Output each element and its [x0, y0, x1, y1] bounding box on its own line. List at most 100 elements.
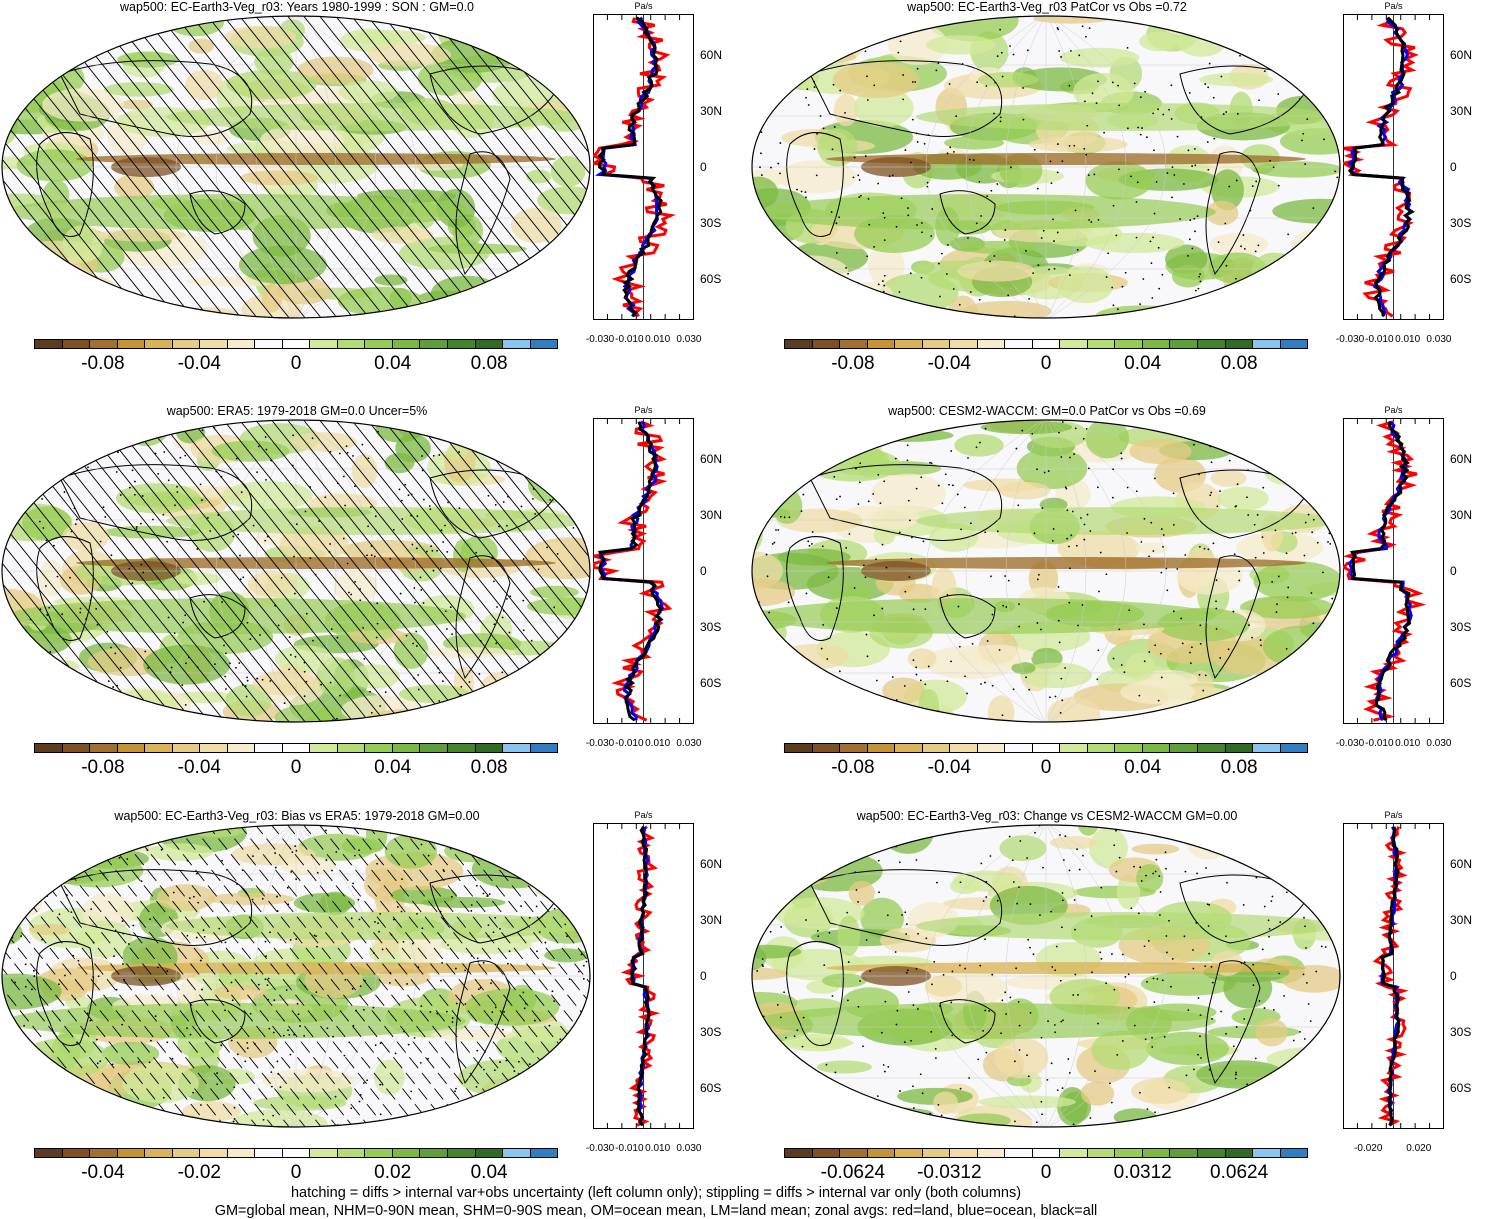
- colorbar-swatch: [1032, 1149, 1061, 1157]
- colorbar-swatch: [1115, 1149, 1143, 1157]
- colorbar-swatch: [1253, 1149, 1281, 1157]
- colorbar-swatch: [200, 1149, 228, 1157]
- colorbar-swatch: [1280, 1149, 1308, 1157]
- latitude-tick-label: 30N: [1450, 104, 1473, 119]
- colorbar-tick-label: -0.08: [831, 757, 875, 778]
- colorbar-swatch: [812, 1149, 841, 1157]
- latitude-tick-label: 60S: [1450, 675, 1472, 690]
- latitude-tick-label: 30N: [700, 104, 723, 119]
- colorbar-tick-label: -0.04: [177, 757, 221, 778]
- colorbar-tick-label: 0.08: [1220, 757, 1258, 778]
- latitude-tick-label: 0: [700, 160, 707, 174]
- colorbar-tick-label: 0.04: [374, 353, 412, 374]
- latitude-tick-label: 60N: [700, 452, 723, 467]
- colorbar-swatch: [840, 744, 868, 752]
- colorbar-swatch: [840, 340, 868, 348]
- colorbar-tick-label: -0.04: [927, 757, 971, 778]
- colorbar-swatch: [1170, 1149, 1198, 1157]
- map-change: [751, 824, 1341, 1128]
- colorbar-swatch: [62, 1149, 91, 1157]
- colorbar-swatch: [365, 1149, 393, 1157]
- colorbar-swatch: [950, 340, 978, 348]
- colorbar-swatch: [1197, 744, 1226, 752]
- colorbar-swatch: [1170, 744, 1198, 752]
- latitude-tick-label: 30N: [700, 508, 723, 523]
- colorbar-swatch: [840, 1149, 868, 1157]
- colorbar-swatch: [503, 1149, 531, 1157]
- colorbar-swatch: [35, 744, 63, 752]
- colorbar-swatch: [977, 340, 1006, 348]
- colorbar-swatch: [1005, 340, 1033, 348]
- colorbar-tick-label: -0.04: [177, 353, 221, 374]
- colorbar-swatch: [530, 744, 558, 752]
- colorbar-swatch: [172, 744, 201, 752]
- latitude-tick-label: 30S: [1450, 215, 1472, 230]
- colorbar-tick-label: 0: [1040, 353, 1052, 374]
- profile-x-tick-label: 0.030: [676, 334, 702, 345]
- latitude-tick-label: 60N: [1450, 452, 1473, 467]
- colorbar-tick-label: -0.08: [831, 353, 875, 374]
- colorbar-tick-label: 0.04: [1124, 353, 1162, 374]
- map-bias: [1, 824, 591, 1128]
- colorbar-tick-label: 0: [290, 353, 302, 374]
- profile-x-tick-label: -0.010: [1365, 334, 1394, 345]
- latitude-tick-label: 30N: [700, 913, 723, 928]
- profile-x-tick-label: 0.020: [1406, 1143, 1432, 1154]
- profile-x-tick-label: -0.010: [615, 738, 644, 749]
- colorbar-swatch: [785, 1149, 813, 1157]
- colorbar-swatch: [172, 340, 201, 348]
- latitude-tick-label: 60N: [700, 48, 723, 63]
- colorbar-swatch: [255, 340, 283, 348]
- colorbar-swatch: [227, 340, 256, 348]
- colorbar-swatch: [922, 1149, 951, 1157]
- colorbar-swatch: [282, 744, 311, 752]
- profile-unit-label: Pa/s: [1384, 810, 1403, 820]
- colorbar-swatch: [475, 744, 504, 752]
- profile-x-tick-label: 0.010: [645, 1143, 671, 1154]
- profile-x-tick-label: -0.010: [615, 1143, 644, 1154]
- colorbar-swatch: [392, 340, 421, 348]
- colorbar-swatch: [337, 1149, 366, 1157]
- colorbar-swatch: [310, 744, 338, 752]
- zonal-profile: [593, 418, 694, 724]
- panel-title: wap500: EC-Earth3-Veg_r03: Bias vs ERA5:…: [114, 809, 480, 823]
- latitude-tick-label: 30S: [700, 619, 722, 634]
- colorbar-tick-label: -0.08: [81, 353, 125, 374]
- colorbar-tick-label: -0.0624: [820, 1162, 886, 1183]
- latitude-tick-label: 60N: [1450, 48, 1473, 63]
- colorbar-swatch: [227, 1149, 256, 1157]
- panel-title: wap500: EC-Earth3-Veg_r03 PatCor vs Obs …: [907, 0, 1187, 14]
- colorbar-swatch: [1225, 744, 1254, 752]
- colorbar-swatch: [1032, 744, 1061, 752]
- profile-unit-label: Pa/s: [634, 1, 653, 11]
- zonal-curve-all: [1349, 421, 1412, 722]
- colorbar-swatch: [117, 1149, 146, 1157]
- latitude-tick-label: 0: [1450, 564, 1457, 578]
- colorbar-swatch: [200, 744, 228, 752]
- latitude-tick-label: 60S: [1450, 1080, 1472, 1095]
- colorbar-tick-label: 0.0624: [1210, 1162, 1269, 1183]
- colorbar-swatch: [117, 340, 146, 348]
- map-obs: [1, 419, 591, 723]
- colorbar-swatch: [1225, 340, 1254, 348]
- colorbar-swatch: [530, 1149, 558, 1157]
- latitude-tick-label: 0: [1450, 969, 1457, 983]
- colorbar-swatch: [145, 340, 173, 348]
- colorbar-swatch: [1087, 1149, 1116, 1157]
- colorbar-swatch: [172, 1149, 201, 1157]
- panel-title: wap500: ERA5: 1979-2018 GM=0.0 Uncer=5%: [166, 404, 428, 418]
- colorbar-tick-label: -0.08: [81, 757, 125, 778]
- colorbar-swatch: [977, 1149, 1006, 1157]
- colorbar-tick-label: 0.02: [374, 1162, 412, 1183]
- colorbar-swatch: [1197, 1149, 1226, 1157]
- colorbar-swatch: [1253, 340, 1281, 348]
- colorbar-swatch: [35, 340, 63, 348]
- colorbar-swatch: [503, 340, 531, 348]
- colorbar: [34, 1148, 558, 1158]
- zonal-curve-all: [597, 16, 663, 318]
- colorbar-swatch: [895, 340, 923, 348]
- colorbar-tick-label: 0.08: [470, 757, 508, 778]
- colorbar-swatch: [420, 340, 448, 348]
- latitude-tick-label: 30N: [1450, 508, 1473, 523]
- colorbar-swatch: [867, 1149, 896, 1157]
